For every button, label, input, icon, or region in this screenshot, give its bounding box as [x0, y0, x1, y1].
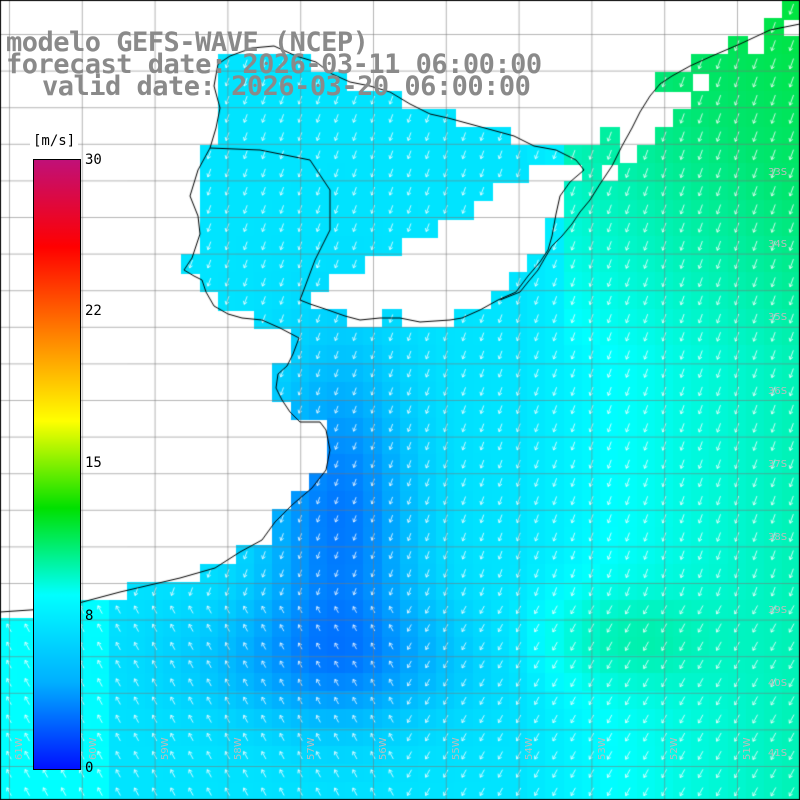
lon-label: 53W	[597, 737, 608, 760]
lat-label: 40S	[768, 678, 788, 689]
colorbar-tick-22: 22	[85, 303, 102, 319]
lon-label: 61W	[14, 737, 25, 760]
lat-label: 38S	[768, 532, 788, 543]
lat-label: 37S	[768, 459, 788, 470]
lat-label: 39S	[768, 605, 788, 616]
lon-label: 52W	[669, 737, 680, 760]
valid-date: valid date: 2026-03-20 06:00:00	[42, 71, 531, 102]
lon-label: 55W	[451, 737, 462, 760]
wind-speed-colorbar	[33, 159, 81, 770]
colorbar-unit: [m/s]	[30, 133, 79, 149]
model-title: modelo GEFS-WAVE (NCEP)	[6, 27, 369, 58]
lat-label: 36S	[768, 386, 788, 397]
forecast-date: forecast date: 2026-03-11 06:00:00	[6, 49, 542, 80]
lat-label: 35S	[768, 312, 788, 323]
lon-label: 59W	[160, 737, 171, 760]
lon-label: 54W	[524, 737, 535, 760]
lon-label: 60W	[88, 737, 99, 760]
lon-label: 51W	[742, 737, 753, 760]
lon-label: 57W	[306, 737, 317, 760]
colorbar-tick-0: 0	[85, 760, 94, 776]
colorbar-tick-15: 15	[85, 455, 102, 471]
lat-label: 33S	[768, 167, 788, 178]
colorbar-tick-8: 8	[85, 608, 94, 624]
colorbar-tick-30: 30	[85, 152, 102, 168]
lon-label: 58W	[233, 737, 244, 760]
lat-label: 34S	[768, 239, 788, 250]
lon-label: 56W	[378, 737, 389, 760]
lat-label: 41S	[768, 748, 788, 759]
